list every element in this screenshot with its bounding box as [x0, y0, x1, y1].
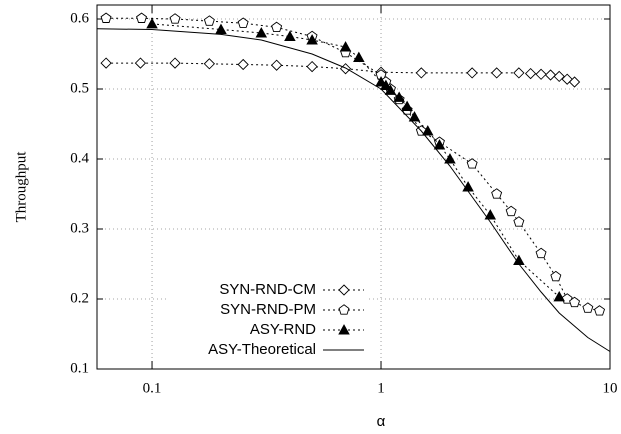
- marker: [203, 58, 216, 70]
- marker: [544, 69, 557, 81]
- legend: SYN-RND-CM SYN-RND-PM ASY-RND ASY-Theoretic…: [168, 277, 368, 363]
- marker: [466, 158, 478, 169]
- marker: [524, 67, 537, 80]
- marker: [306, 60, 318, 73]
- marker: [284, 30, 296, 41]
- marker: [169, 13, 181, 24]
- marker: [535, 247, 547, 259]
- marker: [339, 63, 352, 75]
- series-line: [96, 28, 611, 352]
- marker: [466, 67, 478, 79]
- marker: [100, 57, 112, 69]
- y-tick-label: 0.3: [70, 220, 89, 236]
- marker: [380, 79, 392, 90]
- marker: [550, 270, 562, 282]
- marker: [215, 23, 227, 34]
- marker: [237, 17, 249, 28]
- marker: [338, 324, 350, 335]
- marker: [146, 17, 158, 29]
- legend-label: ASY-Theoretical: [208, 341, 316, 358]
- marker: [393, 91, 405, 102]
- marker: [353, 51, 365, 62]
- y-tick-label: 0.6: [70, 10, 89, 26]
- marker: [255, 27, 268, 38]
- marker: [375, 76, 387, 87]
- marker: [306, 34, 318, 45]
- marker: [582, 302, 594, 313]
- x-axis-label: α: [377, 413, 386, 430]
- marker: [421, 125, 434, 136]
- marker: [136, 12, 148, 23]
- marker: [569, 296, 581, 308]
- x-tick-label: 10: [603, 380, 618, 396]
- y-tick-label: 0.1: [70, 360, 89, 376]
- series-line: [151, 23, 560, 298]
- marker: [444, 153, 456, 164]
- marker: [513, 67, 525, 79]
- marker: [491, 67, 503, 79]
- legend-label: ASY-RND: [250, 321, 316, 338]
- marker: [338, 284, 350, 296]
- marker: [513, 216, 525, 227]
- marker: [415, 67, 427, 79]
- marker: [484, 209, 497, 220]
- marker: [100, 12, 112, 23]
- marker: [594, 305, 606, 316]
- marker: [270, 59, 283, 71]
- x-tick-label: 0.1: [143, 380, 162, 396]
- marker: [338, 304, 350, 315]
- marker: [433, 139, 446, 150]
- marker: [568, 76, 581, 88]
- marker: [384, 84, 397, 95]
- marker: [271, 21, 283, 33]
- plot-frame: [96, 4, 611, 370]
- marker: [505, 205, 517, 217]
- y-axis-label: Throughput: [13, 151, 29, 223]
- marker: [169, 57, 181, 69]
- marker: [203, 15, 215, 26]
- legend-label: SYN-RND-CM: [219, 281, 316, 298]
- marker: [491, 188, 503, 199]
- marker: [408, 111, 421, 122]
- marker: [237, 58, 249, 71]
- marker: [134, 57, 147, 69]
- marker: [553, 290, 565, 302]
- y-tick-label: 0.4: [70, 150, 89, 166]
- x-tick-label: 1: [377, 380, 385, 396]
- legend-label: SYN-RND-PM: [220, 301, 316, 318]
- marker: [401, 100, 413, 111]
- marker: [339, 41, 352, 52]
- marker: [553, 70, 565, 83]
- legend-box: [168, 277, 368, 363]
- marker: [535, 68, 547, 80]
- y-tick-label: 0.2: [70, 290, 89, 306]
- y-tick-label: 0.5: [70, 80, 89, 96]
